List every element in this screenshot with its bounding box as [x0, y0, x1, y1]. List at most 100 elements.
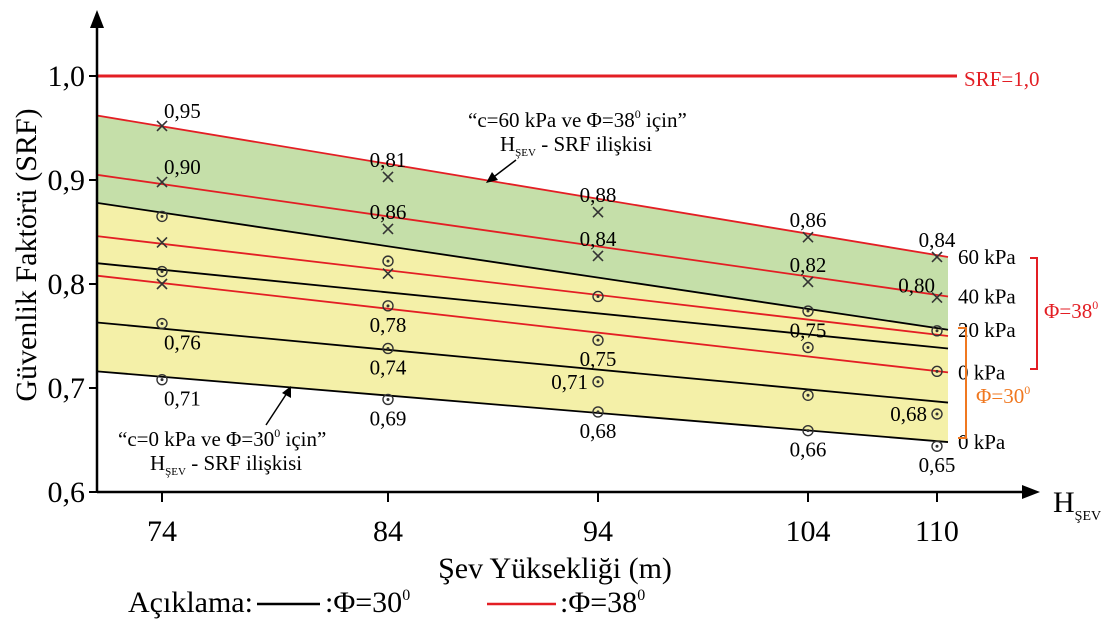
dot-marker-16 — [931, 325, 943, 337]
data-label-4: 0,81 — [370, 148, 407, 172]
dot-marker-14 — [802, 389, 814, 401]
data-label-9: 0,88 — [580, 183, 617, 207]
phi38-bracket-label: Φ=380 — [1044, 298, 1098, 323]
dot-marker-ring — [592, 376, 604, 388]
legend-label-phi38-sup: 0 — [637, 587, 645, 604]
cross-marker-7 — [592, 206, 604, 218]
dot-marker-1 — [156, 265, 168, 278]
dot-marker-7 — [382, 393, 394, 406]
green-band — [97, 115, 948, 330]
reference-line-label: SRF=1,0 — [964, 67, 1039, 91]
lower-annotation-h: H — [150, 451, 165, 475]
data-label-20: 0,68 — [890, 402, 927, 426]
cross-marker-stroke-b — [156, 236, 168, 248]
legend-label-phi38: :Φ=380 — [560, 586, 645, 619]
dot-marker-17 — [931, 365, 943, 378]
dot-marker-center — [935, 329, 939, 333]
dot-marker-center — [596, 410, 600, 414]
dot-marker-center — [935, 369, 939, 373]
cross-marker-stroke-b — [156, 120, 168, 132]
dot-marker-10 — [592, 376, 604, 388]
dot-marker-center — [160, 378, 164, 382]
cross-marker-5 — [382, 223, 394, 235]
y-tick-label-2: 0,8 — [48, 268, 86, 301]
x-axis-title: Şev Yüksekliği (m) — [438, 552, 672, 585]
dot-marker-6 — [382, 342, 394, 355]
dot-marker-center — [386, 259, 390, 263]
cross-marker-stroke-b — [382, 171, 394, 183]
data-label-19: 0,80 — [898, 274, 935, 298]
dot-marker-8 — [592, 290, 604, 303]
data-label-17: 0,66 — [790, 438, 827, 462]
upper-annotation-sup: 0 — [635, 107, 641, 121]
cross-marker-4 — [382, 171, 394, 183]
dot-marker-0 — [156, 210, 168, 223]
upper-annotation-arrowhead — [486, 172, 498, 183]
phi38-bracket-sup: 0 — [1092, 298, 1098, 312]
dot-marker-center — [386, 397, 390, 401]
cross-marker-10 — [802, 276, 814, 288]
cross-marker-0 — [156, 120, 168, 132]
data-label-8: 0,69 — [370, 406, 407, 430]
lines-layer — [96, 74, 957, 443]
phi30-bracket — [958, 327, 967, 439]
dot-marker-3 — [156, 373, 168, 386]
cross-marker-stroke-b — [802, 276, 814, 288]
cross-marker-stroke-b — [156, 278, 168, 290]
y-axis-title: Güvenlik Faktörü (SRF) — [10, 108, 43, 401]
series-line-7 — [96, 321, 949, 404]
series-line-6 — [96, 274, 949, 374]
dot-marker-12 — [802, 305, 814, 317]
dot-marker-center — [160, 322, 164, 326]
data-label-6: 0,78 — [370, 313, 407, 337]
x-tick-label-2: 94 — [583, 515, 613, 548]
y-tick-label-3: 0,9 — [48, 164, 86, 197]
phi30-bracket-label: Φ=300 — [976, 383, 1030, 408]
dot-marker-center — [806, 429, 810, 433]
dot-marker-2 — [156, 317, 168, 330]
dot-marker-4 — [382, 255, 394, 267]
cross-marker-9 — [802, 231, 814, 243]
dot-marker-5 — [382, 300, 394, 312]
y-tick-label-4: 1,0 — [48, 60, 86, 93]
dot-marker-center — [806, 393, 810, 397]
series-line-1 — [96, 114, 949, 258]
legend-label-phi38-text: :Φ=38 — [560, 586, 637, 619]
cross-marker-stroke-b — [592, 250, 604, 262]
upper-annotation-sub: ŞEV — [515, 147, 536, 159]
upper-annotation-end: için” — [641, 108, 687, 132]
dot-marker-center — [596, 380, 600, 384]
upper-annotation-line2: HŞEV - SRF ilişkisi — [500, 132, 652, 159]
cross-marker-1 — [156, 176, 168, 188]
dot-marker-ring — [931, 365, 943, 378]
upper-annotation-line1: “c=60 kPa ve Φ=380 için” — [468, 107, 687, 132]
data-label-21: 0,65 — [919, 453, 956, 477]
cross-marker-6 — [382, 268, 394, 280]
y-axis-arrow — [90, 10, 104, 28]
lower-annotation-arrow — [265, 392, 288, 426]
y-tick-label-1: 0,7 — [48, 372, 86, 405]
line-c-label-3: 20 kPa — [958, 318, 1016, 342]
dot-marker-ring — [156, 373, 168, 386]
cross-marker-stroke-b — [382, 268, 394, 280]
x-axis-end-main: H — [1053, 486, 1075, 519]
cross-marker-3 — [156, 278, 168, 290]
y-tick-label-0: 0,6 — [48, 476, 86, 509]
markers-layer — [156, 120, 943, 452]
x-tick-label-3: 104 — [786, 515, 831, 548]
cross-marker-stroke-b — [592, 206, 604, 218]
legend-title: Açıklama: — [128, 586, 253, 619]
data-label-0: 0,95 — [164, 99, 201, 123]
data-label-10: 0,84 — [580, 227, 617, 251]
upper-annotation-arrow — [490, 159, 517, 180]
cross-marker-stroke-b — [802, 231, 814, 243]
x-axis-end-sub: ŞEV — [1075, 509, 1101, 524]
cross-marker-stroke-b — [156, 176, 168, 188]
series-line-8 — [96, 370, 949, 443]
dot-marker-ring — [382, 300, 394, 312]
data-label-2: 0,76 — [164, 331, 201, 355]
dot-marker-ring — [382, 342, 394, 355]
dot-marker-center — [806, 309, 810, 313]
cross-marker-12 — [931, 291, 943, 304]
